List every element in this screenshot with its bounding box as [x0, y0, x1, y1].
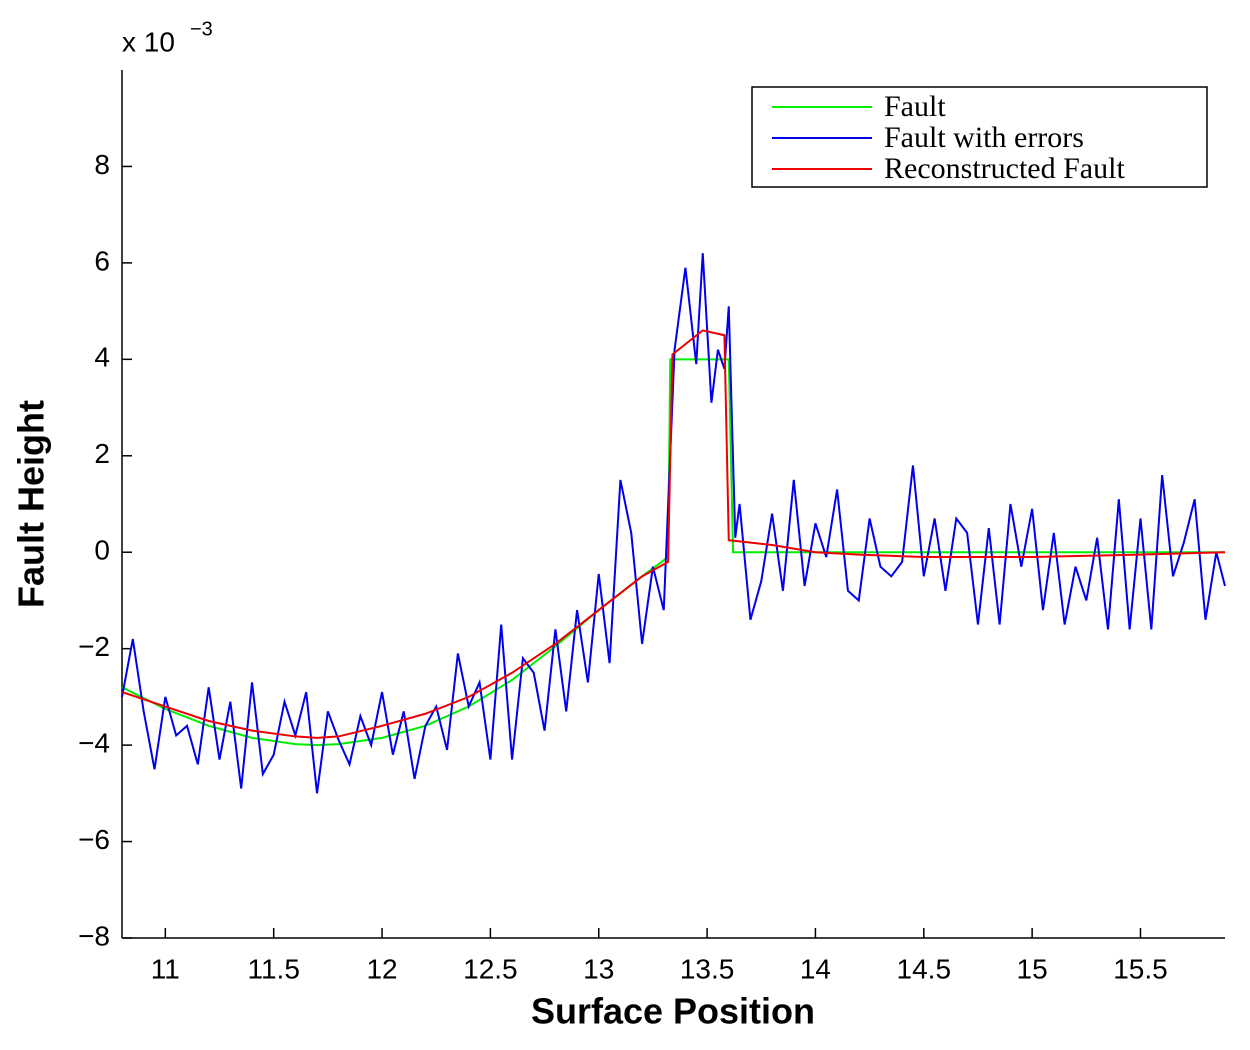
x-axis-label: Surface Position [531, 991, 815, 1032]
x-tick-label: 11.5 [247, 953, 299, 984]
series-line [121, 253, 1226, 794]
x-tick-label: 15.5 [1113, 953, 1168, 984]
x-tick-label: 12.5 [463, 953, 518, 984]
y-tick-label: 4 [94, 342, 110, 373]
legend-label: Fault with errors [884, 121, 1084, 154]
legend-label: Reconstructed Fault [884, 152, 1125, 185]
y-tick-label: 8 [94, 149, 110, 180]
y-tick-label: 0 [94, 535, 110, 566]
x-tick-label: 12 [366, 953, 397, 984]
y-axis-label: Fault Height [11, 400, 52, 608]
y-tick-label: −4 [78, 728, 110, 759]
legend-label: Fault [884, 90, 946, 123]
y-tick-label: −2 [78, 631, 110, 662]
x-tick-label: 13.5 [680, 953, 735, 984]
y-tick-label: 2 [94, 438, 110, 469]
y-scale-exponent: −3 [190, 18, 213, 40]
y-tick-label: −8 [78, 920, 110, 951]
x-tick-label: 13 [583, 953, 614, 984]
x-tick-label: 11 [151, 953, 180, 984]
y-scale-label: x 10 [122, 26, 175, 57]
y-tick-label: −6 [78, 824, 110, 855]
series-line [121, 358, 1225, 747]
y-tick-label: 6 [94, 245, 110, 276]
x-tick-label: 14 [800, 953, 831, 984]
series-line [121, 329, 1226, 739]
x-tick-label: 15 [1017, 953, 1048, 984]
x-tick-label: 14.5 [897, 953, 952, 984]
